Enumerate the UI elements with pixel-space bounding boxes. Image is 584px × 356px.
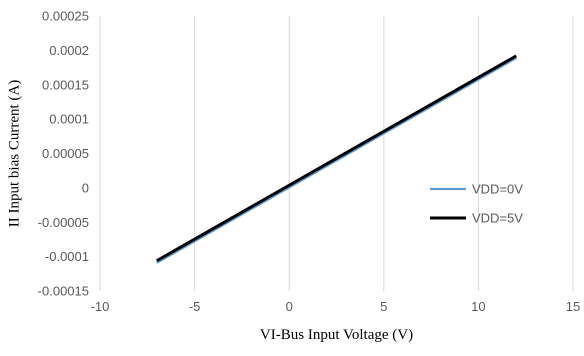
series-line-vdd-5v (156, 54, 517, 263)
legend-label: VDD=0V (472, 182, 523, 197)
legend: VDD=0V VDD=5V (430, 182, 523, 226)
y-tick-label: 0.00005 (42, 146, 89, 161)
gridlines (99, 16, 574, 291)
x-axis-title: VI-Bus Input Voltage (V) (260, 327, 413, 343)
x-tick-label: 0 (286, 299, 293, 314)
y-tick-label: -0.00015 (38, 284, 89, 299)
y-tick-label: -0.0001 (45, 249, 89, 264)
y-tick-label: 0.00015 (42, 77, 89, 92)
y-tick-label: -0.00005 (38, 215, 89, 230)
y-tick-label: 0.0002 (49, 43, 89, 58)
x-tick-label: 5 (380, 299, 387, 314)
y-axis-title: II Input bias Current (A) (6, 80, 22, 227)
y-axis-ticks: -0.00015 -0.0001 -0.00005 0 0.00005 0.0001 0.0… (38, 9, 89, 299)
x-tick-label: 15 (566, 299, 580, 314)
x-tick-label: -5 (189, 299, 201, 314)
series-lines (156, 54, 517, 264)
series-line-vdd-0v (156, 56, 517, 264)
x-tick-label: 10 (471, 299, 485, 314)
legend-label: VDD=5V (472, 211, 523, 226)
y-tick-label: 0 (82, 180, 89, 195)
x-tick-label: -10 (91, 299, 110, 314)
y-tick-label: 0.00025 (42, 9, 89, 24)
y-tick-label: 0.0001 (49, 112, 89, 127)
x-axis-ticks: -10 -5 0 5 10 15 (91, 299, 581, 314)
